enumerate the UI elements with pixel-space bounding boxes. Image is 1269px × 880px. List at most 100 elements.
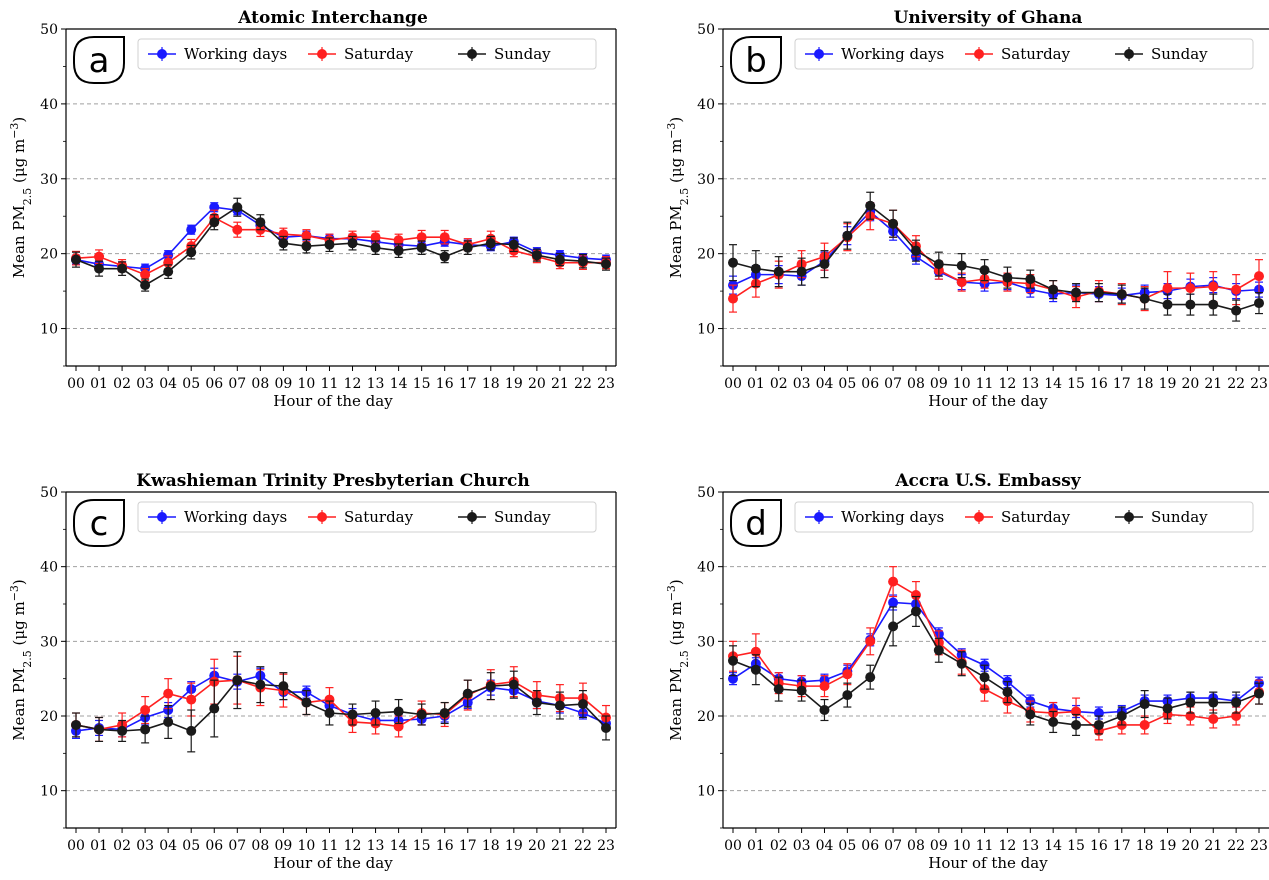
x-tick-label: 08 xyxy=(251,376,269,392)
data-point xyxy=(324,694,335,705)
data-point xyxy=(577,699,588,710)
legend-marker xyxy=(157,512,167,522)
data-point xyxy=(888,576,899,587)
data-point xyxy=(1231,697,1242,708)
x-tick-label: 07 xyxy=(228,838,246,854)
panel-letter: b xyxy=(745,41,767,81)
series-line xyxy=(732,215,1260,300)
data-point xyxy=(278,681,289,692)
x-tick-label: 00 xyxy=(67,838,85,854)
x-tick-label: 09 xyxy=(274,376,292,392)
data-point xyxy=(416,232,427,243)
x-tick-label: 08 xyxy=(907,376,925,392)
x-tick-label: 03 xyxy=(136,838,154,854)
x-tick-label: 09 xyxy=(930,838,948,854)
ylabel-sub: 2.5 xyxy=(678,650,691,668)
legend-item: Sunday xyxy=(1115,45,1208,63)
x-tick-label: 13 xyxy=(367,376,385,392)
data-point xyxy=(1185,283,1196,294)
data-point xyxy=(1208,713,1219,724)
x-tick-label: 10 xyxy=(953,376,971,392)
data-point xyxy=(163,688,174,699)
ylabel-sub: 2.5 xyxy=(21,188,34,206)
data-point xyxy=(94,251,105,262)
data-point xyxy=(842,669,853,680)
legend-label: Saturday xyxy=(344,45,414,63)
ylabel-part: ) xyxy=(10,117,28,123)
data-point xyxy=(956,658,967,669)
x-tick-label: 13 xyxy=(1021,838,1039,854)
x-tick-label: 12 xyxy=(344,838,362,854)
legend-item: Saturday xyxy=(965,508,1071,526)
ylabel-part: ) xyxy=(667,117,685,123)
x-tick-label: 05 xyxy=(182,376,200,392)
data-point xyxy=(1254,271,1264,282)
data-point xyxy=(1162,283,1173,294)
legend-item: Working days xyxy=(148,508,287,526)
y-tick-label: 40 xyxy=(40,560,58,576)
chart-title: Atomic Interchange xyxy=(237,8,428,28)
data-point xyxy=(956,260,967,271)
x-tick-label: 14 xyxy=(390,376,408,392)
panel-letter: d xyxy=(745,504,767,544)
data-point xyxy=(301,697,312,708)
ylabel-sup: −3 xyxy=(665,585,678,601)
series-saturday xyxy=(728,202,1264,313)
x-tick-label: 06 xyxy=(861,376,879,392)
data-point xyxy=(324,708,335,719)
x-tick-label: 15 xyxy=(1067,838,1085,854)
legend-box xyxy=(137,501,597,533)
ylabel-part: Mean PM xyxy=(10,668,28,741)
legend-item: Sunday xyxy=(458,508,551,526)
series-sunday xyxy=(728,191,1264,322)
data-point xyxy=(370,242,381,253)
data-point xyxy=(1139,293,1150,304)
data-point xyxy=(186,725,197,736)
x-tick-label: 01 xyxy=(747,838,765,854)
ylabel-part: ) xyxy=(667,579,685,585)
ylabel-part: (μg m xyxy=(10,601,28,650)
x-tick-label: 16 xyxy=(436,838,454,854)
data-point xyxy=(71,254,81,265)
series-line xyxy=(732,610,1260,726)
legend-label: Saturday xyxy=(1001,45,1071,63)
data-point xyxy=(728,257,738,268)
x-tick-label: 19 xyxy=(505,376,523,392)
series-line xyxy=(75,216,606,276)
x-tick-label: 02 xyxy=(770,838,788,854)
data-point xyxy=(865,672,876,683)
data-point xyxy=(186,247,197,258)
x-tick-label: 19 xyxy=(505,838,523,854)
x-tick-label: 04 xyxy=(159,376,177,392)
data-point xyxy=(1185,697,1196,708)
legend-label: Working days xyxy=(184,508,287,526)
x-tick-label: 12 xyxy=(999,838,1017,854)
data-point xyxy=(140,724,151,735)
y-tick-label: 20 xyxy=(40,709,58,725)
x-tick-label: 06 xyxy=(205,838,223,854)
data-point xyxy=(485,681,496,692)
legend-item: Working days xyxy=(148,45,287,63)
x-tick-label: 23 xyxy=(597,838,615,854)
ylabel-part: (μg m xyxy=(667,139,685,188)
data-point xyxy=(842,230,853,241)
data-point xyxy=(979,265,990,276)
y-tick-label: 10 xyxy=(40,784,58,800)
series-line xyxy=(75,679,607,732)
data-point xyxy=(1162,703,1173,714)
x-tick-label: 03 xyxy=(793,838,811,854)
series-saturday xyxy=(71,209,611,282)
data-point xyxy=(255,679,266,690)
data-point xyxy=(163,250,174,261)
ylabel-sub: 2.5 xyxy=(21,650,34,668)
data-point xyxy=(842,690,853,701)
legend-marker xyxy=(1124,512,1134,522)
data-point xyxy=(370,232,381,243)
data-point xyxy=(910,606,921,617)
y-tick-label: 20 xyxy=(40,247,58,263)
ylabel-part: Mean PM xyxy=(667,668,685,741)
x-tick-label: 19 xyxy=(1159,376,1177,392)
legend-marker xyxy=(814,49,824,59)
legend-marker xyxy=(974,512,984,522)
